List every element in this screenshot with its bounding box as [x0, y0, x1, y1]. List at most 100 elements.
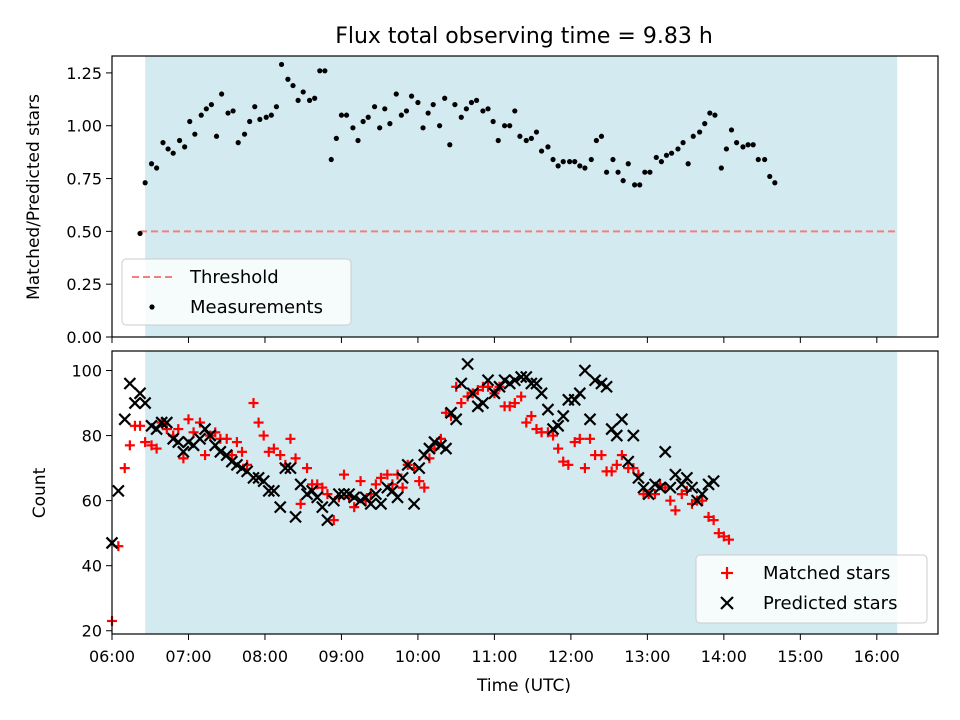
- matched-star-point: [322, 489, 333, 500]
- measurement-point: [702, 121, 708, 127]
- predicted-star-point: [514, 370, 528, 384]
- matched-star-point: [194, 417, 205, 428]
- bottom-legend: Matched stars Predicted stars: [695, 554, 928, 624]
- bottom-x-tick-label: 08:00: [242, 647, 288, 666]
- matched-star-point: [718, 531, 729, 542]
- predicted-star-point: [267, 484, 281, 498]
- measurement-point: [425, 110, 431, 116]
- measurement-point: [750, 142, 756, 148]
- measurement-point: [213, 133, 220, 139]
- matched-star-point: [188, 427, 199, 438]
- top-y-axis-label: Matched/Predicted stars: [24, 94, 44, 300]
- predicted-star-point: [627, 429, 640, 442]
- bottom-x-tick-label: 07:00: [165, 647, 211, 666]
- matched-star-point: [173, 424, 184, 435]
- measurement-point: [767, 173, 773, 180]
- matched-star-point: [349, 502, 360, 513]
- measurement-point: [463, 106, 469, 112]
- matched-star-point: [183, 414, 194, 425]
- matched-star-point: [419, 482, 430, 493]
- predicted-star-point: [364, 497, 378, 511]
- measurement-point: [517, 133, 523, 139]
- measurement-point: [230, 108, 236, 114]
- measurement-point: [148, 161, 155, 167]
- measurement-point: [718, 165, 724, 171]
- predicted-star-point: [642, 487, 655, 501]
- top-legend-box: [121, 258, 352, 326]
- top-y-tick-label: 1.00: [66, 117, 102, 136]
- bottom-x-axis: 06:00 07:00 08:00 09:00 10:00 11:00 12:00 13:00…: [89, 634, 900, 666]
- measurement-point: [647, 169, 653, 175]
- predicted-star-point: [257, 474, 270, 488]
- measurement-point: [393, 91, 399, 97]
- measurement-point: [588, 156, 594, 163]
- matched-star-point: [263, 446, 274, 457]
- predicted-star-point: [160, 416, 174, 429]
- matched-star-point: [569, 437, 580, 448]
- matched-star-point: [397, 482, 408, 493]
- measurement-point: [322, 68, 328, 74]
- bottom-y-axis-label: Count: [30, 467, 50, 518]
- measurement-point: [550, 156, 556, 163]
- measurement-point: [187, 118, 193, 125]
- top-y-tick-label: 0.50: [66, 222, 102, 241]
- measurement-point: [555, 163, 561, 169]
- measurement-point: [403, 108, 410, 114]
- matched-star-point: [328, 515, 339, 526]
- matched-star-point: [151, 443, 162, 454]
- measurement-point: [625, 161, 631, 167]
- predicted-star-point: [369, 487, 383, 501]
- predicted-star-point: [279, 461, 292, 475]
- predicted-star-point: [118, 413, 132, 426]
- matched-star-point: [703, 511, 714, 522]
- matched-star-point: [295, 498, 306, 509]
- measurement-point: [572, 159, 578, 165]
- matched-star-point: [258, 430, 269, 441]
- measurement-point: [278, 61, 285, 68]
- matched-star-point: [650, 489, 661, 500]
- matched-star-point: [268, 443, 279, 454]
- matched-star-point: [723, 534, 734, 545]
- measurement-point: [355, 137, 361, 144]
- measurement-point: [333, 135, 339, 141]
- predicted-star-point: [123, 377, 137, 390]
- measurement-point: [733, 140, 740, 146]
- matched-star-point: [548, 430, 559, 441]
- bottom-panel: 20 40 60 80 100 06:00 07:00 08:00 09:00 10:00 11:…: [30, 350, 939, 696]
- matched-star-point: [558, 456, 569, 467]
- measurement-point: [436, 123, 443, 129]
- measurement-point: [485, 106, 491, 112]
- top-legend: Threshold Measurements: [121, 258, 352, 326]
- measurement-point: [312, 95, 318, 101]
- predicted-star-point: [481, 373, 495, 387]
- predicted-star-point: [439, 442, 453, 455]
- predicted-star-point: [310, 491, 324, 504]
- bottom-y-tick-label: 100: [71, 362, 102, 381]
- measurement-point: [658, 159, 664, 165]
- predicted-star-point: [401, 458, 415, 472]
- measurement-point: [507, 123, 513, 129]
- predicted-star-point: [214, 445, 227, 459]
- predicted-star-point: [155, 416, 168, 429]
- measurement-point: [680, 140, 686, 146]
- predicted-star-point: [707, 474, 720, 488]
- matched-star-point: [375, 472, 386, 483]
- matched-star-point: [456, 398, 467, 409]
- measurement-point: [225, 110, 231, 116]
- predicted-star-point: [332, 487, 346, 501]
- matched-star-point: [676, 489, 687, 500]
- legend-measurements-swatch: [149, 304, 155, 310]
- measurement-point: [192, 131, 198, 137]
- measurement-point: [707, 110, 713, 116]
- predicted-star-point: [653, 481, 667, 494]
- matched-star-point: [290, 453, 301, 464]
- measurement-point: [755, 156, 761, 163]
- matched-star-point: [713, 528, 724, 539]
- predicted-star-point: [449, 413, 463, 426]
- measurement-point: [365, 114, 371, 120]
- measurement-point: [545, 144, 551, 150]
- measurement-point: [208, 101, 215, 108]
- measurement-point: [350, 125, 356, 131]
- predicted-star-point: [316, 500, 329, 514]
- top-y-tick-label: 0.75: [66, 170, 102, 189]
